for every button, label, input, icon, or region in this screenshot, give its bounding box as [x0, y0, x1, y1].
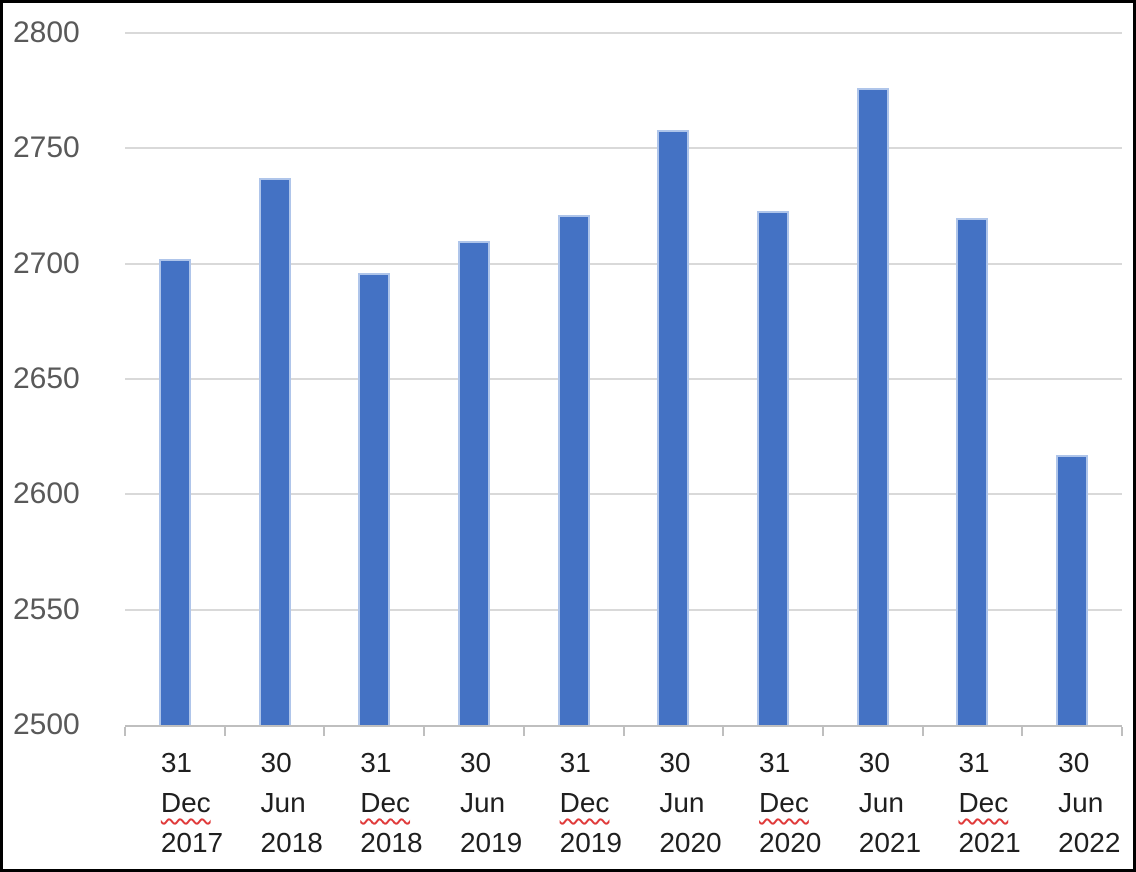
y-tick-label-2650: 2650	[13, 362, 80, 395]
x-tick-label-31-Dec-2020: 31 Dec 2020	[759, 743, 851, 863]
x-tick-label-30-Jun-2021: 30 Jun 2021	[859, 743, 951, 863]
x-tick-label-31-Dec-2021: 31 Dec 2021	[958, 743, 1050, 863]
x-label-year: 2017	[160, 827, 224, 858]
bar-31-Dec-2019	[557, 215, 590, 725]
bars-layer	[3, 3, 1133, 869]
x-axis-tick	[1021, 727, 1024, 736]
x-axis-tick	[522, 727, 525, 736]
x-axis-tick	[821, 727, 824, 736]
x-label-month: Jun	[260, 787, 306, 818]
x-tick-label-30-Jun-2020: 30 Jun 2020	[659, 743, 751, 863]
bar-31-Dec-2018	[358, 272, 391, 725]
x-label-month: Dec	[360, 787, 411, 818]
x-label-month: Dec	[958, 787, 1009, 818]
x-tick-label-31-Dec-2017: 31 Dec 2017	[161, 743, 253, 863]
x-tick-label-31-Dec-2019: 31 Dec 2019	[560, 743, 652, 863]
x-label-day: 31	[559, 747, 591, 778]
bar-30-Jun-2019	[457, 240, 490, 725]
y-tick-label-2500: 2500	[13, 708, 80, 741]
x-tick-label-30-Jun-2018: 30 Jun 2018	[261, 743, 353, 863]
x-label-month: Jun	[659, 787, 705, 818]
x-label-day: 30	[459, 747, 492, 778]
y-tick-label-2600: 2600	[13, 477, 80, 511]
y-tick-label-2550: 2550	[13, 592, 80, 626]
x-tick-label-30-Jun-2022: 30 Jun 2022	[1058, 743, 1133, 863]
x-label-month: Dec	[759, 787, 809, 818]
x-label-year: 2018	[360, 827, 423, 858]
x-axis-tick	[622, 727, 625, 736]
x-label-day: 30	[858, 747, 890, 778]
x-label-year: 2020	[659, 827, 722, 858]
x-label-day: 30	[1058, 747, 1090, 778]
bar-31-Dec-2017	[158, 259, 191, 725]
x-label-day: 31	[958, 747, 990, 778]
x-label-year: 2020	[759, 827, 822, 858]
bar-31-Dec-2021	[956, 217, 989, 725]
bar-30-Jun-2022	[1056, 455, 1089, 725]
x-label-year: 2019	[459, 827, 523, 858]
y-axis-labels: 2500 2550 2600 2650 2700 2750 2800	[3, 3, 1133, 869]
x-label-year: 2022	[1058, 827, 1121, 858]
x-axis-line	[125, 725, 1122, 727]
y-tick-label-2800: 2800	[13, 16, 80, 49]
x-label-day: 31	[759, 747, 791, 778]
x-axis-tick	[1121, 727, 1123, 736]
x-label-month: Jun	[858, 787, 904, 818]
x-axis-tick	[423, 727, 426, 736]
x-label-year: 2019	[559, 827, 622, 858]
x-label-day: 30	[659, 747, 691, 778]
bar-30-Jun-2021	[856, 88, 889, 725]
x-label-day: 30	[260, 747, 292, 778]
bar-30-Jun-2020	[657, 129, 690, 725]
x-axis-tick	[722, 727, 725, 736]
x-label-month: Dec	[559, 787, 610, 818]
x-axis-tick	[223, 727, 226, 736]
x-label-year: 2018	[260, 827, 323, 858]
x-label-day: 31	[160, 747, 192, 778]
x-label-year: 2021	[958, 827, 1021, 858]
x-label-month: Dec	[160, 787, 211, 818]
y-tick-label-2750: 2750	[13, 131, 80, 165]
x-axis-tick	[921, 727, 924, 736]
x-label-month: Jun	[1058, 787, 1104, 818]
x-label-month: Jun	[459, 787, 506, 818]
bar-30-Jun-2018	[258, 178, 291, 725]
x-axis-labels: 31 Dec 2017 30 Jun 2018 31 Dec 2018 30 Jun 2019 31 De…	[3, 3, 1133, 869]
x-label-day: 31	[360, 747, 392, 778]
x-axis	[3, 3, 1133, 869]
bar-31-Dec-2020	[757, 210, 790, 725]
x-axis-tick	[124, 727, 126, 736]
y-tick-label-2700: 2700	[13, 246, 80, 280]
x-label-year: 2021	[858, 827, 922, 858]
x-axis-tick	[323, 727, 326, 736]
x-tick-label-30-Jun-2019: 30 Jun 2019	[460, 743, 552, 863]
x-tick-label-31-Dec-2018: 31 Dec 2018	[360, 743, 452, 863]
